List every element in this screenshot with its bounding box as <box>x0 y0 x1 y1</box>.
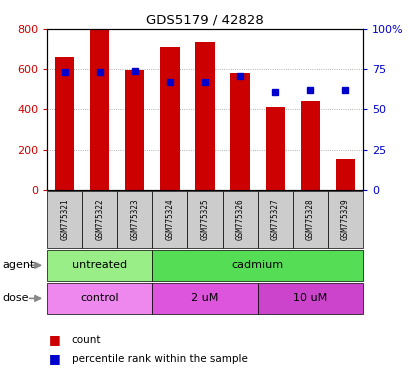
Text: agent: agent <box>2 260 34 270</box>
Text: count: count <box>72 335 101 345</box>
Text: GSM775321: GSM775321 <box>60 199 69 240</box>
Bar <box>82 191 117 248</box>
Text: percentile rank within the sample: percentile rank within the sample <box>72 354 247 364</box>
Bar <box>125 70 144 190</box>
Bar <box>195 42 214 190</box>
Bar <box>160 47 179 190</box>
Text: GSM775325: GSM775325 <box>200 199 209 240</box>
Bar <box>265 108 284 190</box>
Bar <box>117 191 152 248</box>
Bar <box>152 191 187 248</box>
Text: GSM775322: GSM775322 <box>95 199 104 240</box>
Bar <box>230 73 249 190</box>
Text: cadmium: cadmium <box>231 260 283 270</box>
Text: GSM775326: GSM775326 <box>235 199 244 240</box>
Bar <box>292 191 327 248</box>
Text: 2 uM: 2 uM <box>191 293 218 303</box>
Bar <box>327 191 362 248</box>
Bar <box>257 191 292 248</box>
Bar <box>222 191 257 248</box>
Bar <box>300 101 319 190</box>
Text: GSM775327: GSM775327 <box>270 199 279 240</box>
Text: GDS5179 / 42828: GDS5179 / 42828 <box>146 13 263 26</box>
Text: GSM775324: GSM775324 <box>165 199 174 240</box>
Text: ■: ■ <box>49 353 61 366</box>
Text: control: control <box>80 293 119 303</box>
Bar <box>90 30 109 190</box>
Bar <box>55 57 74 190</box>
Bar <box>47 283 152 314</box>
Text: dose: dose <box>2 293 29 303</box>
Text: GSM775323: GSM775323 <box>130 199 139 240</box>
Text: 10 uM: 10 uM <box>292 293 326 303</box>
Bar <box>187 191 222 248</box>
Text: GSM775328: GSM775328 <box>305 199 314 240</box>
Bar <box>257 283 362 314</box>
Text: untreated: untreated <box>72 260 127 270</box>
Text: ■: ■ <box>49 333 61 346</box>
Bar <box>152 250 362 281</box>
Bar <box>47 250 152 281</box>
Text: GSM775329: GSM775329 <box>340 199 349 240</box>
Bar <box>335 159 354 190</box>
Bar <box>152 283 257 314</box>
Bar <box>47 191 82 248</box>
